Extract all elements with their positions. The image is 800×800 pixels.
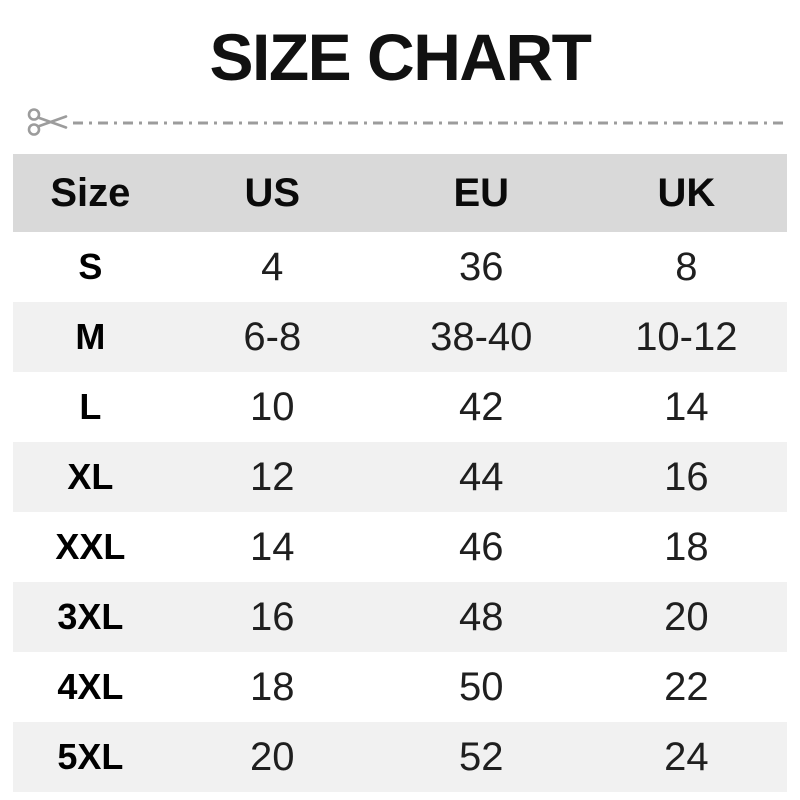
us-cell: 10 xyxy=(250,384,295,429)
size-cell: S xyxy=(78,246,103,287)
eu-cell: 36 xyxy=(459,244,504,289)
eu-cell: 48 xyxy=(459,594,504,639)
uk-cell: 20 xyxy=(664,594,709,639)
table-row: M 6-8 38-40 10-12 xyxy=(13,302,787,372)
uk-cell: 24 xyxy=(664,734,709,779)
table-row: L 10 42 14 xyxy=(13,372,787,442)
eu-cell: 52 xyxy=(459,734,504,779)
table-row: 5XL 20 52 24 xyxy=(13,722,787,792)
uk-cell: 8 xyxy=(675,244,698,289)
table-body: S 4 36 8 M 6-8 38-40 10-12 L 10 42 14 XL… xyxy=(13,232,787,792)
size-cell: XXL xyxy=(55,526,126,567)
header-size: Size xyxy=(50,170,131,215)
size-cell: M xyxy=(75,316,106,357)
uk-cell: 14 xyxy=(664,384,709,429)
us-cell: 18 xyxy=(250,664,295,709)
size-table: Size US EU UK S 4 36 8 M 6-8 38-40 10-12… xyxy=(13,154,787,792)
us-cell: 20 xyxy=(250,734,295,779)
uk-cell: 16 xyxy=(664,454,709,499)
us-cell: 6-8 xyxy=(243,314,302,359)
size-cell: 5XL xyxy=(57,736,124,777)
table-header-row: Size US EU UK xyxy=(13,154,787,232)
us-cell: 16 xyxy=(250,594,295,639)
eu-cell: 44 xyxy=(459,454,504,499)
header-uk: UK xyxy=(657,170,716,215)
dashed-cut-line xyxy=(73,107,788,137)
eu-cell: 42 xyxy=(459,384,504,429)
cut-line xyxy=(26,106,788,138)
uk-cell: 22 xyxy=(664,664,709,709)
uk-cell: 18 xyxy=(664,524,709,569)
table-row: 4XL 18 50 22 xyxy=(13,652,787,722)
page-title: SIZE CHART xyxy=(209,20,593,94)
table-row: 3XL 16 48 20 xyxy=(13,582,787,652)
eu-cell: 46 xyxy=(459,524,504,569)
size-cell: 4XL xyxy=(57,666,124,707)
header-us: US xyxy=(244,170,301,215)
us-cell: 14 xyxy=(250,524,295,569)
eu-cell: 38-40 xyxy=(430,314,533,359)
table-row: XXL 14 46 18 xyxy=(13,512,787,582)
us-cell: 12 xyxy=(250,454,295,499)
header-eu: EU xyxy=(453,170,510,215)
table-row: S 4 36 8 xyxy=(13,232,787,302)
uk-cell: 10-12 xyxy=(635,314,738,359)
size-cell: XL xyxy=(67,456,114,497)
scissors-icon xyxy=(27,108,68,136)
table-row: XL 12 44 16 xyxy=(13,442,787,512)
us-cell: 4 xyxy=(261,244,284,289)
eu-cell: 50 xyxy=(459,664,504,709)
size-cell: L xyxy=(79,386,102,427)
size-cell: 3XL xyxy=(57,596,124,637)
